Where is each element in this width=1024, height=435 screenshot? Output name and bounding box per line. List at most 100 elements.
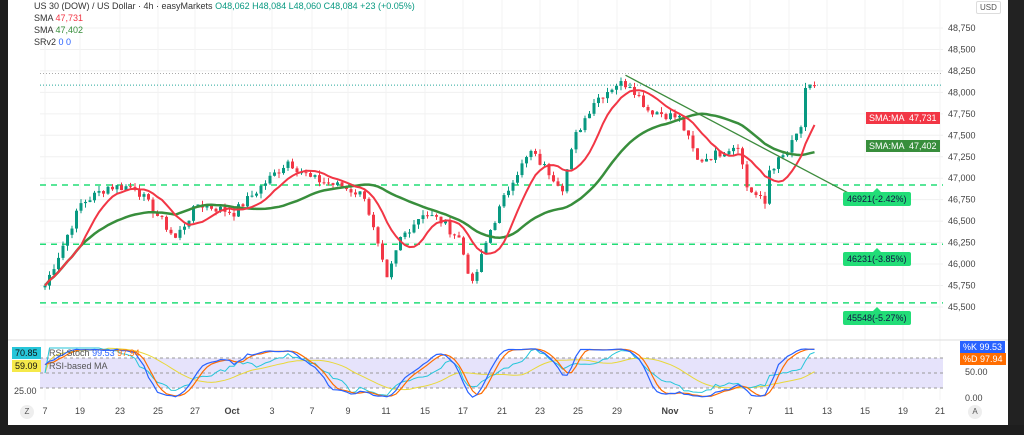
rsi-ma-line	[44, 347, 815, 391]
candle-body	[687, 130, 690, 136]
candle-body	[493, 222, 497, 231]
candle-body	[754, 192, 758, 196]
y-tick-label: 46,250	[948, 238, 976, 248]
auto-scale-button[interactable]: A	[968, 405, 982, 419]
candle-body	[709, 158, 713, 160]
candle-body	[421, 215, 425, 220]
candle-body	[750, 187, 753, 193]
rsi-ma-legend[interactable]: RSI-based MA	[49, 361, 108, 371]
log-scale-button[interactable]: Z	[20, 405, 34, 419]
x-tick-label: 9	[345, 406, 350, 416]
candle-body	[358, 191, 362, 195]
candle-body	[138, 189, 141, 197]
candle-body	[250, 195, 254, 197]
candle-body	[700, 159, 704, 162]
candle-body	[363, 191, 366, 199]
support-level-label-2: 46231(-3.85%)	[843, 248, 911, 266]
candle-body	[637, 94, 641, 96]
tag-value: 47,402	[909, 141, 937, 151]
candle-body	[660, 112, 663, 115]
candle-body	[682, 115, 686, 131]
osc-axis-0: 0.00	[965, 393, 983, 403]
candle-body	[538, 153, 542, 165]
x-tick-label: 25	[153, 406, 163, 416]
candle-body	[781, 155, 785, 158]
candle-body	[331, 183, 335, 185]
y-tick-label: 48,000	[948, 87, 976, 97]
candle-body	[813, 85, 816, 87]
indicator-value: 0 0	[58, 37, 72, 47]
candle-body	[241, 204, 245, 207]
candle-body	[705, 158, 708, 162]
candle-body	[286, 161, 290, 168]
candle-body	[129, 186, 132, 188]
x-tick-label: 23	[535, 406, 545, 416]
candle-body	[147, 194, 150, 200]
candle-body	[628, 86, 632, 88]
indicator-name: SRv2	[34, 37, 57, 47]
candle-body	[336, 182, 339, 185]
candle-body	[534, 150, 537, 154]
candle-body	[106, 186, 110, 194]
candle-body	[160, 215, 164, 217]
candle-body	[120, 185, 123, 191]
legend-sma-fast[interactable]: SMA 47,731	[34, 13, 83, 24]
candle-body	[93, 192, 96, 201]
candle-body	[142, 194, 146, 197]
candle-body	[444, 221, 447, 224]
candle-body	[732, 147, 735, 152]
stoch-d-line	[44, 348, 815, 398]
candle-body	[165, 216, 168, 230]
candle-body	[673, 113, 677, 118]
x-tick-label: 15	[860, 406, 870, 416]
candle-body	[124, 186, 128, 191]
currency-label[interactable]: USD	[976, 1, 1001, 14]
candle-body	[228, 211, 231, 213]
candle-body	[156, 213, 159, 216]
stoch-label: Stoch	[66, 348, 90, 358]
ohlc-values: O48,062 H48,084 L48,060 C48,084 +23 (+0.…	[215, 1, 415, 11]
stoch-k-tag: %K 99.53	[960, 341, 1006, 353]
candle-body	[376, 227, 380, 244]
candle-body	[547, 164, 551, 176]
candle-body	[691, 135, 695, 149]
candle-body	[273, 172, 276, 176]
tag-label: SMA:MA	[869, 141, 905, 151]
candle-body	[75, 210, 78, 229]
candle-body	[304, 172, 308, 174]
candle-body	[619, 81, 623, 86]
x-tick-label: 29	[612, 406, 622, 416]
candle-body	[115, 185, 119, 190]
stoch-legend[interactable]: RSI Stoch 99.53 97.94	[46, 347, 143, 359]
candle-body	[646, 107, 650, 111]
candle-body	[349, 189, 353, 193]
x-tick-label: 23	[115, 406, 125, 416]
candle-body	[399, 236, 402, 251]
candle-body	[543, 164, 546, 166]
candle-body	[808, 85, 812, 88]
candle-body	[790, 140, 794, 153]
candle-body	[187, 220, 191, 227]
candle-body	[84, 201, 87, 204]
candle-body	[727, 151, 731, 155]
candle-body	[246, 196, 249, 207]
x-tick-label: 7	[42, 406, 47, 416]
candle-body	[610, 89, 614, 93]
candle-body	[723, 154, 726, 157]
price-chart[interactable]: 48,750 48,500 48,250 48,000 47,750 47,500 47,2…	[8, 0, 1008, 425]
y-tick-label: 46,000	[948, 259, 976, 269]
candle-body	[111, 186, 114, 190]
candle-body	[408, 232, 411, 234]
candle-body	[151, 199, 155, 214]
scrollbar[interactable]	[1008, 0, 1024, 425]
candle-body	[624, 81, 627, 88]
candle-body	[565, 169, 569, 192]
candle-body	[412, 224, 416, 233]
legend-sma-slow[interactable]: SMA 47,402	[34, 25, 83, 36]
candle-body	[70, 228, 74, 235]
candle-body	[57, 257, 60, 270]
rsi-ma-value-tag: 59.09	[12, 360, 41, 372]
x-tick-label: 27	[190, 406, 200, 416]
legend-srv2[interactable]: SRv2 0 0	[34, 37, 71, 48]
x-tick-label: Oct	[224, 406, 239, 416]
